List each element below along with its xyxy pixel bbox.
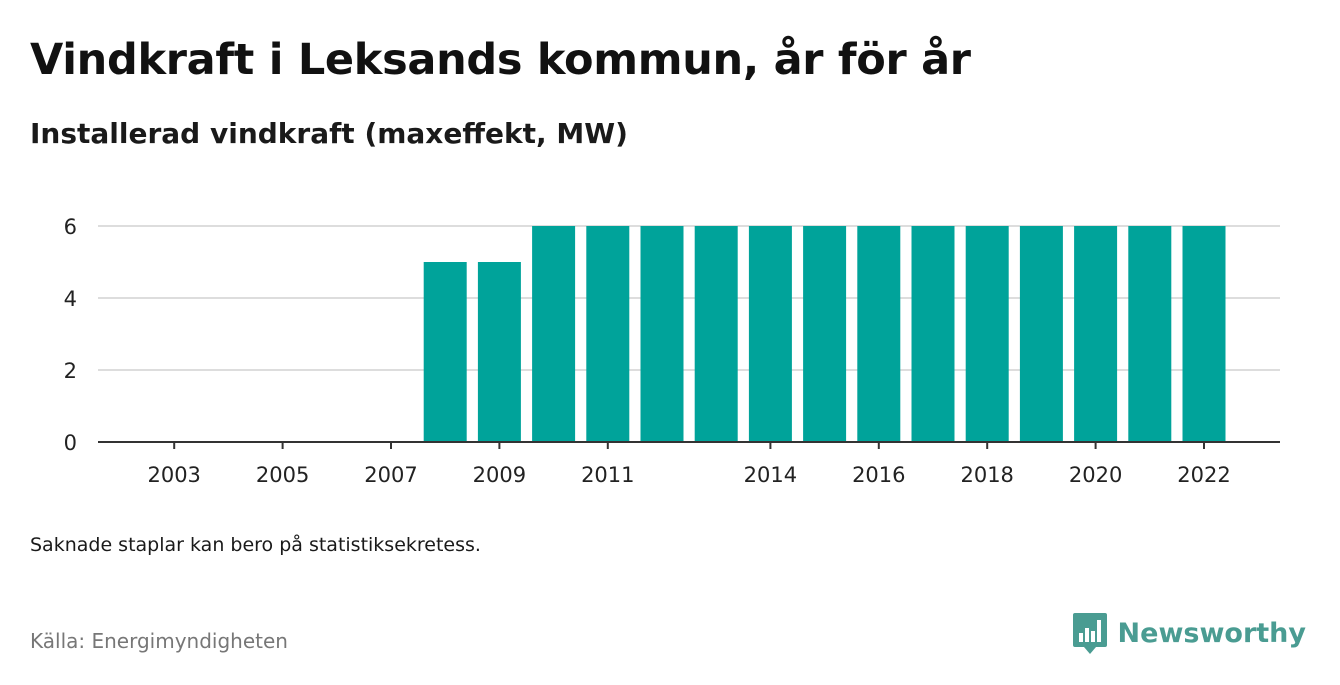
- y-axis-ticks: 0 2 4 6: [64, 215, 77, 455]
- bar-2016: [857, 226, 901, 442]
- newsworthy-logo-icon: [1072, 613, 1107, 654]
- x-tick-label-2018: 2018: [960, 463, 1013, 487]
- brand-logo: Newsworthy: [1072, 611, 1306, 655]
- y-tick-label-0: 0: [64, 431, 77, 455]
- bar-2022: [1182, 226, 1226, 442]
- x-tick-label-2009: 2009: [473, 463, 526, 487]
- x-tick-label-2011: 2011: [581, 463, 634, 487]
- bar-2008: [423, 262, 467, 442]
- bar-2015: [803, 226, 847, 442]
- x-tick-label-2020: 2020: [1069, 463, 1122, 487]
- x-tick-label-2007: 2007: [364, 463, 417, 487]
- bar-2013: [694, 226, 738, 442]
- bar-chart: 0 2 4 6 2003 2005 2007 2009 2011 2014 2016 2018 202…: [64, 215, 1280, 487]
- bar-2011: [586, 226, 630, 442]
- bar-2009: [477, 262, 521, 442]
- x-tick-label-2022: 2022: [1177, 463, 1230, 487]
- bar-2012: [640, 226, 684, 442]
- x-tick-label-2014: 2014: [744, 463, 797, 487]
- y-tick-label-6: 6: [64, 215, 77, 239]
- brand-name: Newsworthy: [1117, 617, 1306, 649]
- y-tick-label-4: 4: [64, 287, 77, 311]
- bar-2019: [1019, 226, 1063, 442]
- chart-subtitle: Installerad vindkraft (maxeffekt, MW): [30, 117, 628, 150]
- source-credit: Källa: Energimyndigheten: [30, 629, 288, 653]
- x-tick-label-2005: 2005: [256, 463, 309, 487]
- x-tick-label-2003: 2003: [147, 463, 200, 487]
- x-tick-label-2016: 2016: [852, 463, 905, 487]
- chart-title: Vindkraft i Leksands kommun, år för år: [30, 35, 971, 85]
- bar-2014: [748, 226, 792, 442]
- bar-2020: [1074, 226, 1118, 442]
- bar-2010: [532, 226, 576, 442]
- bar-2017: [911, 226, 955, 442]
- bars: [423, 226, 1226, 442]
- x-axis-ticks: 2003 2005 2007 2009 2011 2014 2016 2018 2020 2022: [147, 442, 1231, 487]
- footnote: Saknade staplar kan bero på statistiksek…: [30, 534, 481, 556]
- bar-2021: [1128, 226, 1172, 442]
- y-tick-label-2: 2: [64, 359, 77, 383]
- bar-2018: [965, 226, 1009, 442]
